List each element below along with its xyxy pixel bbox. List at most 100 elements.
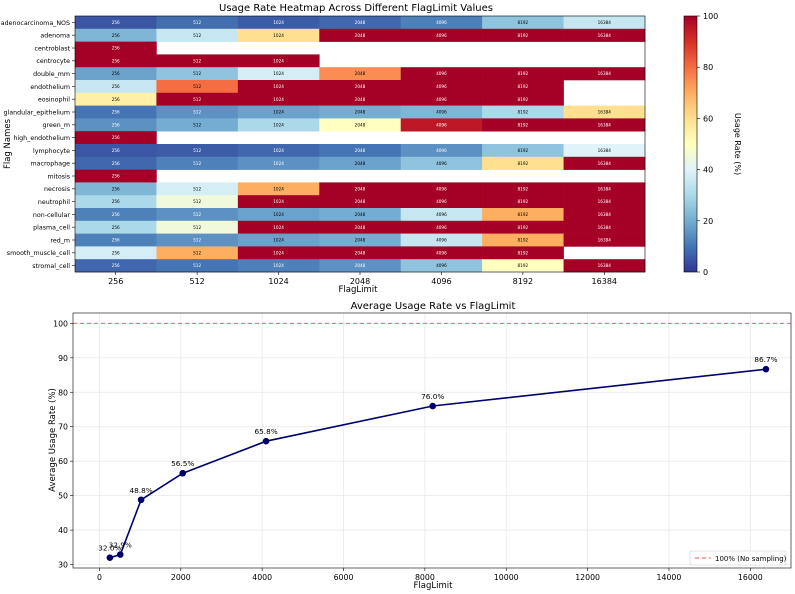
y-tick-label: mitosis — [47, 173, 70, 180]
heatmap-cell-label: 1024 — [273, 148, 284, 153]
heatmap-cell — [75, 246, 157, 260]
heatmap-cell-label: 8192 — [518, 263, 529, 268]
heatmap-cell — [156, 67, 239, 81]
heatmap-cell — [75, 220, 157, 234]
data-point-label: 32.9% — [109, 541, 132, 550]
heatmap-cell-label: 2048 — [355, 212, 366, 217]
heatmap-cell — [400, 105, 483, 119]
heatmap-cell-label: 256 — [112, 97, 120, 102]
x-tick-label: 6000 — [334, 573, 354, 582]
heatmap-cell-label: 4096 — [436, 122, 447, 127]
data-point — [762, 365, 770, 373]
colorbar-tick-label: 20 — [703, 217, 713, 226]
line-chart: Average Usage Rate vs FlagLimit 32.0%32.… — [48, 301, 792, 591]
heatmap-cell — [400, 144, 483, 158]
heatmap-cell-label: 8192 — [518, 97, 529, 102]
heatmap-cell — [563, 28, 646, 42]
x-tick-label: 4000 — [252, 573, 272, 582]
heatmap-cell — [482, 144, 564, 158]
heatmap-x-tick-labels: 256 512 1024 2048 4096 8192 16384 — [108, 272, 617, 286]
heatmap-cell-label: 256 — [112, 71, 120, 76]
heatmap-cell — [563, 156, 646, 170]
heatmap-cell-label: 256 — [112, 263, 120, 268]
heatmap-cell — [563, 220, 646, 234]
y-tick-label: adenocarcinoma_NOS — [1, 20, 70, 27]
data-point-label: 56.5% — [171, 459, 194, 468]
heatmap-cell-label: 256 — [112, 250, 120, 255]
colorbar-ticks: 0 20 40 60 80 100 — [697, 12, 718, 277]
heatmap-cell-label: 1024 — [273, 225, 284, 230]
data-point-label: 86.7% — [754, 355, 777, 364]
heatmap-cell — [563, 144, 646, 158]
heatmap-cell-label: 4096 — [436, 97, 447, 102]
heatmap-cell-label: 2048 — [355, 250, 366, 255]
heatmap-cell — [400, 220, 483, 234]
heatmap-cell — [75, 208, 157, 222]
y-tick-label: green_m — [43, 122, 70, 129]
heatmap-cell-label: 512 — [193, 250, 201, 255]
heatmap-cell — [237, 156, 320, 170]
heatmap-cell-label: 8192 — [518, 71, 529, 76]
heatmap-cell-label: 4096 — [436, 250, 447, 255]
heatmap-cell-label: 512 — [193, 71, 201, 76]
y-tick-label: high_endothelium — [13, 135, 70, 142]
heatmap-cell — [237, 28, 320, 42]
heatmap-cell — [75, 54, 157, 68]
heatmap-cell — [482, 182, 564, 196]
colorbar-tick-label: 0 — [703, 268, 708, 277]
legend-box — [689, 550, 787, 566]
y-tick-label: 40 — [58, 526, 68, 535]
heatmap-cell — [75, 169, 157, 183]
heatmap-cell — [563, 182, 646, 196]
heatmap-cell-label: 256 — [112, 20, 120, 25]
colorbar-tick-label: 80 — [703, 63, 713, 72]
heatmap-cell-label: 1024 — [273, 161, 284, 166]
colorbar-tick-label: 60 — [703, 114, 713, 123]
heatmap-cell — [156, 144, 239, 158]
heatmap-cell — [237, 182, 320, 196]
line-chart-x-axis-label: FlagLimit — [414, 581, 454, 591]
heatmap-cell-label: 8192 — [518, 20, 529, 25]
heatmap-title: Usage Rate Heatmap Across Different Flag… — [219, 3, 493, 14]
heatmap-cell-label: 4096 — [436, 186, 447, 191]
heatmap-cell — [482, 105, 564, 119]
data-point — [137, 496, 145, 504]
x-tick-label: 2048 — [350, 277, 370, 286]
heatmap-cell — [400, 92, 483, 106]
heatmap-cell-label: 512 — [193, 263, 201, 268]
heatmap-cell-label: 2048 — [355, 97, 366, 102]
heatmap-cell — [237, 16, 320, 30]
heatmap-cell — [156, 233, 239, 247]
y-tick-label: stromal_cell — [32, 263, 70, 270]
y-tick-label: plasma_cell — [33, 225, 70, 232]
heatmap-cell — [156, 105, 239, 119]
x-tick-label: 4096 — [431, 277, 451, 286]
data-point — [262, 437, 270, 445]
heatmap-cell-label: 1024 — [273, 58, 284, 63]
x-tick-label: 8000 — [415, 573, 435, 582]
heatmap-cell — [319, 144, 402, 158]
heatmap-cell — [75, 259, 157, 273]
heatmap-cell-label: 4096 — [436, 20, 447, 25]
heatmap-cell-label: 1024 — [273, 84, 284, 89]
heatmap-cell — [75, 182, 157, 196]
heatmap-cell-label: 512 — [193, 212, 201, 217]
heatmap-cell — [156, 92, 239, 106]
heatmap-cell — [75, 92, 157, 106]
heatmap-cell-label: 2048 — [355, 20, 366, 25]
heatmap-cell — [156, 80, 239, 94]
heatmap-cell-label: 512 — [193, 199, 201, 204]
heatmap-cell-label: 512 — [193, 238, 201, 243]
heatmap-cell-label: 8192 — [518, 212, 529, 217]
heatmap-cell — [319, 105, 402, 119]
heatmap-cell-label: 256 — [112, 46, 120, 51]
heatmap-cell-label: 16384 — [598, 33, 612, 38]
heatmap-cell-label: 2048 — [355, 148, 366, 153]
data-point — [106, 554, 114, 561]
heatmap-cell — [563, 259, 646, 273]
heatmap-cell-label: 512 — [193, 58, 201, 63]
heatmap-cell — [400, 246, 483, 260]
heatmap-cell — [156, 28, 239, 42]
heatmap-cell — [482, 246, 564, 260]
data-point-label: 76.0% — [421, 392, 444, 401]
